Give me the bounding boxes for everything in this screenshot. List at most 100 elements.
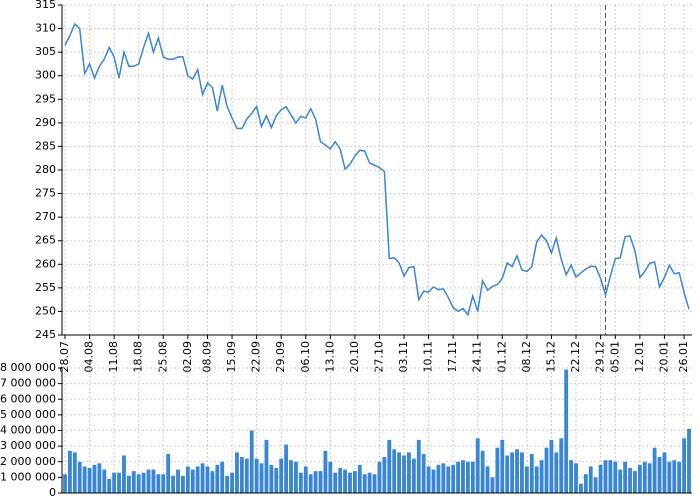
y-tick-label: 305 [35,45,56,58]
y-tick-label: 310 [35,22,56,35]
volume-bar [574,463,578,493]
volume-bar [102,469,107,493]
volume-bar [672,460,677,493]
x-tick-label: 15.09 [225,341,238,373]
y-tick-label: 7 000 000 [0,377,56,390]
x-tick-label: 11.08 [107,341,120,373]
y-tick-label: 0 [49,486,56,499]
volume-bar [520,452,524,493]
volume-bar [166,453,171,493]
volume-bar [190,469,195,493]
volume-bar [343,469,347,493]
y-tick-label: 265 [35,234,56,247]
y-tick-label: 5 000 000 [0,408,56,421]
x-tick-label: 12.01 [633,341,646,373]
y-tick-label: 3 000 000 [0,439,56,452]
volume-bar [647,463,652,493]
volume-bar [564,369,569,493]
volume-bar [637,464,642,493]
y-tick-label: 255 [35,281,56,294]
volume-bar [63,474,67,493]
x-tick-label: 29.12 [594,341,607,373]
volume-bar [225,475,230,493]
volume-bar [588,466,593,493]
volume-bar [176,469,180,493]
x-tick-label: 01.12 [495,341,508,373]
x-tick-label: 02.09 [181,341,194,373]
volume-bar [569,460,573,493]
volume-bar [249,430,254,493]
volume-bar [441,463,446,493]
volume-bar [411,458,416,493]
volume-bar [593,477,598,493]
volume-bar [357,464,362,493]
volume-bar [87,468,92,493]
volume-bar [254,458,259,493]
volume-bar [510,452,515,493]
volume-bar [623,461,628,493]
x-tick-label: 04.08 [83,341,96,373]
volume-bar [367,472,372,493]
volume-bar [534,466,539,493]
volume-bar [603,460,608,493]
volume-bar [171,475,176,493]
volume-bar [431,469,436,493]
volume-bar [475,438,480,493]
volume-bar [185,466,190,493]
volume-bar [618,469,623,493]
volume-bar [239,457,244,493]
volume-bar [72,452,77,493]
x-tick-label: 20.10 [348,341,361,373]
volume-bar [407,452,411,493]
volume-bar [323,450,328,493]
volume-bar [598,464,603,493]
volume-bar [131,471,136,493]
volume-bar [657,457,662,493]
volume-bar [200,463,205,493]
volume-bar [402,455,406,493]
y-tick-label: 280 [35,163,56,176]
volume-bar [372,474,377,493]
volume-bar [235,452,239,493]
volume-bar [348,472,352,493]
volume-bar [264,439,269,493]
x-tick-label: 26.01 [677,341,690,373]
volume-bar [362,474,367,493]
volume-bar [122,455,126,493]
volume-bar [505,455,510,493]
volume-bar [195,466,200,493]
y-tick-label: 8 000 000 [0,361,56,374]
volume-bar [456,461,460,493]
volume-bar [141,472,146,493]
volume-bar [126,475,131,493]
volume-bar [387,439,392,493]
volume-bar [426,466,431,493]
volume-bar [333,472,338,493]
volume-bar [652,447,657,493]
x-tick-label: 03.11 [397,341,410,373]
volume-bar [667,461,672,493]
volume-bar [682,438,687,493]
volume-bar [677,461,682,493]
volume-bar [117,472,121,493]
y-tick-label: 295 [35,92,56,105]
volume-bar [416,439,421,493]
volume-bar [328,461,333,493]
volume-bar [289,460,293,493]
volume-bar [303,466,308,493]
y-tick-label: 1 000 000 [0,470,56,483]
volume-bar [480,450,485,493]
y-tick-label: 4 000 000 [0,424,56,437]
x-tick-label: 18.08 [132,341,145,373]
x-tick-label: 25.08 [156,341,169,373]
y-tick-label: 275 [35,187,56,200]
volume-bar [465,461,470,493]
volume-bar [392,449,397,493]
y-tick-label: 6 000 000 [0,392,56,405]
x-tick-label: 28.07 [58,341,71,373]
volume-bar [633,471,637,493]
volume-bar [279,458,284,493]
volume-bar [559,438,564,493]
y-tick-label: 315 [35,0,56,11]
